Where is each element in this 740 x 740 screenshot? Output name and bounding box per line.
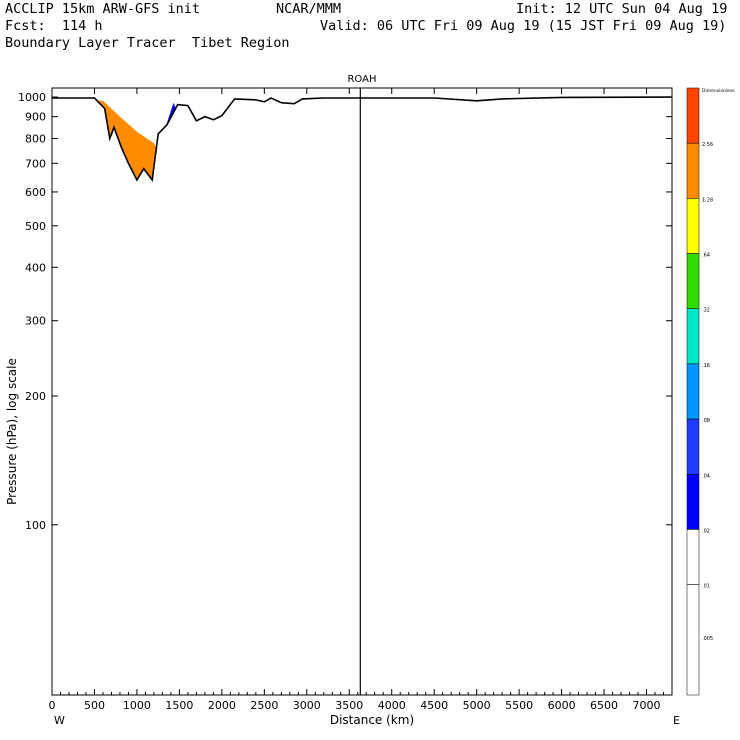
colorbar-swatch <box>686 87 700 144</box>
colorbar-label: .08 <box>702 418 710 424</box>
colorbar-label: .02 <box>702 528 710 534</box>
colorbar-label: Dimensionless <box>702 88 735 94</box>
colorbar-label: .64 <box>702 253 710 259</box>
x-tick-label: 4000 <box>378 699 406 712</box>
terrain-line <box>52 96 673 696</box>
chart-title: ROAH <box>347 74 376 85</box>
field-title: Boundary Layer Tracer Tibet Region <box>5 35 290 51</box>
y-tick-label: 500 <box>25 220 46 233</box>
x-east-label: E <box>673 714 680 727</box>
x-tick-label: 5000 <box>463 699 491 712</box>
colorbar-label: .32 <box>702 308 710 314</box>
init-time: Init: 12 UTC Sun 04 Aug 19 <box>516 1 728 17</box>
colorbar-swatch <box>686 253 700 309</box>
colorbar-swatch-lowest <box>686 584 700 696</box>
colorbar-swatch <box>686 418 700 475</box>
y-tick-label: 900 <box>25 111 46 124</box>
x-tick-label: 3500 <box>335 699 363 712</box>
organization-label: NCAR/MMM <box>276 1 342 17</box>
x-tick-label: 1500 <box>165 699 193 712</box>
x-tick-label: 2500 <box>250 699 278 712</box>
x-tick-label: 500 <box>84 699 105 712</box>
y-tick-label: 700 <box>25 157 46 170</box>
forecast-hour: Fcst: 114 h <box>5 18 103 34</box>
colorbar-label: 1.28 <box>702 197 713 203</box>
x-tick-label: 7000 <box>633 699 661 712</box>
y-tick-label: 300 <box>25 315 46 328</box>
x-tick-label: 6500 <box>590 699 618 712</box>
valid-time: Valid: 06 UTC Fri 09 Aug 19 (15 JST Fri … <box>320 18 727 34</box>
colorbar-label: .16 <box>702 363 710 369</box>
x-tick-label: 6000 <box>548 699 576 712</box>
x-tick-label: 5500 <box>505 699 533 712</box>
y-tick-label: 1000 <box>18 91 46 104</box>
colorbar-swatch <box>686 142 700 199</box>
colorbar-swatch <box>686 529 700 585</box>
colorbar-swatch <box>686 474 700 530</box>
colorbar-swatch <box>686 363 700 420</box>
y-tick-label: 100 <box>25 519 46 532</box>
x-tick-label: 4500 <box>420 699 448 712</box>
y-axis-ticks: 100 200 300 400 500 600 700 800 900 1000 <box>18 91 672 532</box>
x-axis-label: Distance (km) <box>330 713 414 727</box>
x-axis-ticks: 0 500 1000 1500 2000 2500 3000 3500 4000 4500 5000… <box>49 88 665 712</box>
colorbar-label: 2.56 <box>702 142 713 148</box>
plot-frame <box>51 87 673 696</box>
model-title: ACCLIP 15km ARW-GFS init <box>5 1 201 17</box>
x-tick-label: 1000 <box>123 699 151 712</box>
y-tick-label: 200 <box>25 390 46 403</box>
colorbar: Dimensionless 2.56 1.28 .64 .32 .16 .08 .04 .02.… <box>686 87 735 696</box>
y-tick-label: 400 <box>25 261 46 274</box>
x-tick-label: 2000 <box>208 699 236 712</box>
colorbar-label: .01 <box>702 584 710 590</box>
terrain-profile <box>52 96 673 183</box>
y-tick-label: 600 <box>25 186 46 199</box>
y-tick-label: 800 <box>25 133 46 146</box>
colorbar-swatch <box>686 198 700 254</box>
terrain-fill <box>52 97 672 696</box>
y-axis-label: Pressure (hPa), log scale <box>5 358 19 505</box>
colorbar-swatch <box>686 308 700 365</box>
x-west-label: W <box>54 714 65 727</box>
colorbar-label: .005 <box>702 636 713 642</box>
x-tick-label: 0 <box>49 699 56 712</box>
colorbar-label: .04 <box>702 473 710 479</box>
x-tick-label: 3000 <box>293 699 321 712</box>
